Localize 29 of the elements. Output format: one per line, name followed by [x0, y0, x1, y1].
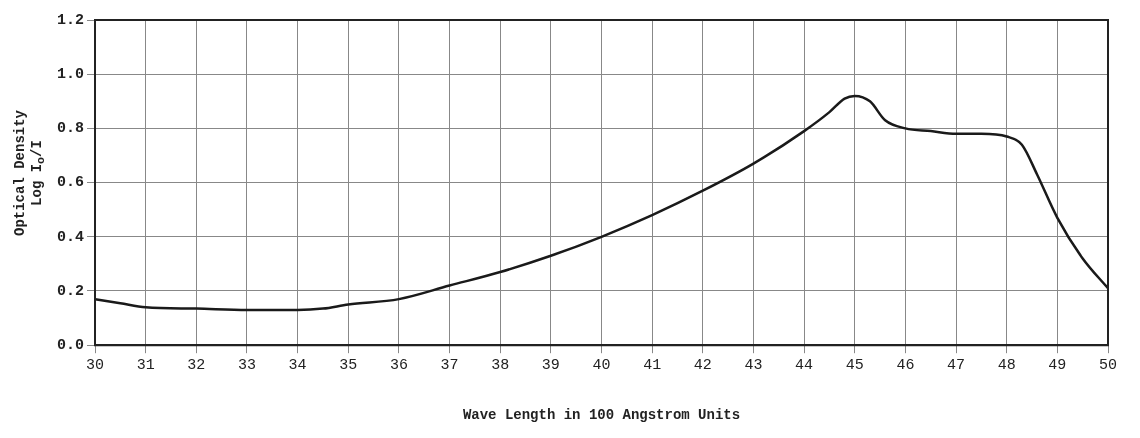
x-tick-label: 40	[592, 357, 611, 375]
x-tick-label: 39	[541, 357, 560, 375]
x-tick-label: 31	[136, 357, 155, 375]
x-tick-label: 32	[187, 357, 206, 375]
x-tick-label: 48	[997, 357, 1016, 375]
y-tick-label: 0.4	[56, 228, 84, 246]
x-tick-label: 33	[237, 357, 256, 375]
y-tick-label: 0.8	[56, 120, 84, 138]
x-tick-label: 44	[795, 357, 814, 375]
x-tick-label: 37	[440, 357, 459, 375]
x-axis-title: Wave Length in 100 Angstrom Units	[462, 407, 741, 424]
x-tick-label: 36	[389, 357, 408, 375]
x-tick-label: 50	[1098, 357, 1118, 375]
x-tick-label: 46	[896, 357, 915, 375]
x-tick-label: 49	[1048, 357, 1067, 375]
y-tick-label: 1.2	[56, 11, 84, 29]
y-tick-label: 1.0	[56, 65, 84, 83]
x-tick-label: 45	[845, 357, 864, 375]
x-tick-label: 38	[491, 357, 510, 375]
y-tick-label: 0.6	[56, 174, 84, 192]
x-tick-label: 47	[947, 357, 966, 375]
x-tick-label: 30	[86, 357, 105, 375]
y-tick-label: 0.0	[56, 336, 84, 354]
x-tick-label: 42	[693, 357, 712, 375]
x-tick-label: 34	[288, 357, 307, 375]
y-tick-label: 0.2	[56, 282, 84, 300]
x-tick-label: 35	[339, 357, 358, 375]
x-tick-label: 43	[744, 357, 763, 375]
x-tick-label: 41	[643, 357, 662, 375]
